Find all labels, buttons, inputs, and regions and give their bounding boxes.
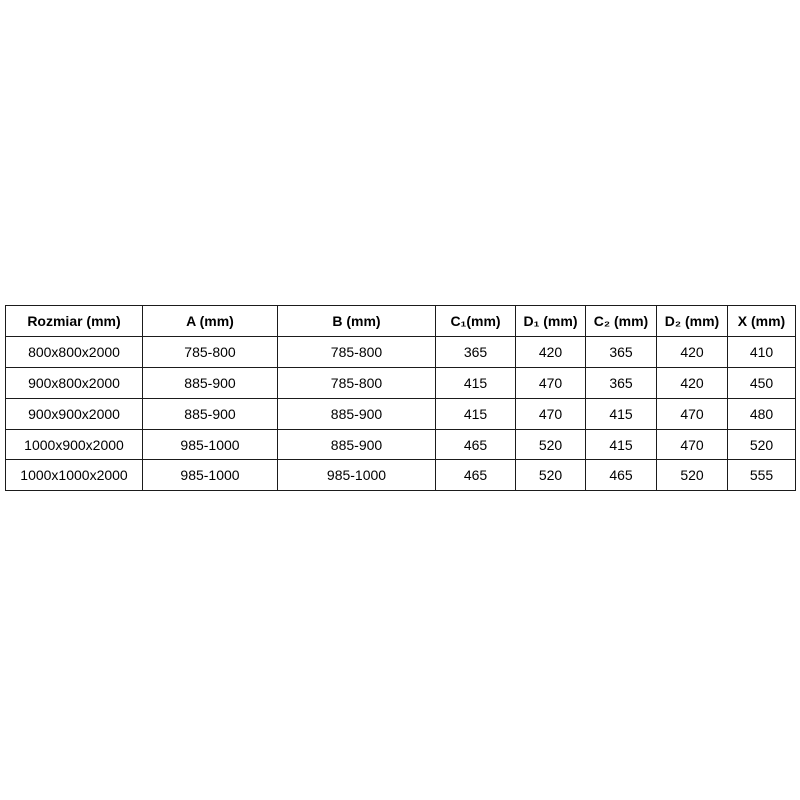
table-cell: 470	[515, 366, 586, 399]
spec-table: Rozmiar (mm) A (mm) B (mm) C₁(mm) D₁ (mm…	[5, 305, 796, 492]
table-row: 1000x1000x2000 985-1000 985-1000 465 520…	[5, 459, 796, 492]
table-cell: 420	[656, 366, 728, 399]
table-row: 1000x900x2000 985-1000 885-900 465 520 4…	[5, 428, 796, 461]
table-cell: 885-900	[142, 366, 278, 399]
table-cell: 420	[656, 335, 728, 368]
table-cell: 415	[585, 397, 657, 430]
table-cell: 470	[656, 397, 728, 430]
table-cell: 885-900	[277, 397, 436, 430]
table-cell: 900x900x2000	[5, 397, 143, 430]
column-header-c2: C₂ (mm)	[585, 305, 657, 337]
column-header-x: X (mm)	[727, 305, 796, 337]
table-cell: 1000x900x2000	[5, 428, 143, 461]
table-cell: 415	[435, 397, 516, 430]
table-cell: 415	[435, 366, 516, 399]
column-header-a: A (mm)	[142, 305, 278, 337]
table-cell: 520	[656, 459, 728, 492]
table-cell: 785-800	[277, 366, 436, 399]
table-cell: 465	[585, 459, 657, 492]
table-cell: 410	[727, 335, 796, 368]
column-header-c1: C₁(mm)	[435, 305, 516, 337]
table-cell: 520	[515, 459, 586, 492]
table-cell: 800x800x2000	[5, 335, 143, 368]
column-header-d1: D₁ (mm)	[515, 305, 586, 337]
table-row: 900x800x2000 885-900 785-800 415 470 365…	[5, 366, 796, 399]
table-cell: 415	[585, 428, 657, 461]
table-cell: 470	[515, 397, 586, 430]
table-cell: 465	[435, 459, 516, 492]
size-table-container: Rozmiar (mm) A (mm) B (mm) C₁(mm) D₁ (mm…	[5, 305, 796, 492]
table-row: 900x900x2000 885-900 885-900 415 470 415…	[5, 397, 796, 430]
table-cell: 785-800	[142, 335, 278, 368]
column-header-rozmiar: Rozmiar (mm)	[5, 305, 143, 337]
table-header-row: Rozmiar (mm) A (mm) B (mm) C₁(mm) D₁ (mm…	[5, 305, 796, 337]
table-cell: 450	[727, 366, 796, 399]
table-cell: 785-800	[277, 335, 436, 368]
table-cell: 420	[515, 335, 586, 368]
table-cell: 985-1000	[277, 459, 436, 492]
table-cell: 520	[515, 428, 586, 461]
column-header-b: B (mm)	[277, 305, 436, 337]
table-cell: 520	[727, 428, 796, 461]
table-cell: 555	[727, 459, 796, 492]
table-cell: 900x800x2000	[5, 366, 143, 399]
table-cell: 1000x1000x2000	[5, 459, 143, 492]
table-cell: 885-900	[277, 428, 436, 461]
table-cell: 885-900	[142, 397, 278, 430]
table-cell: 365	[585, 335, 657, 368]
table-row: 800x800x2000 785-800 785-800 365 420 365…	[5, 335, 796, 368]
table-cell: 365	[585, 366, 657, 399]
table-cell: 470	[656, 428, 728, 461]
table-cell: 985-1000	[142, 428, 278, 461]
column-header-d2: D₂ (mm)	[656, 305, 728, 337]
table-cell: 985-1000	[142, 459, 278, 492]
table-cell: 465	[435, 428, 516, 461]
table-cell: 480	[727, 397, 796, 430]
table-cell: 365	[435, 335, 516, 368]
